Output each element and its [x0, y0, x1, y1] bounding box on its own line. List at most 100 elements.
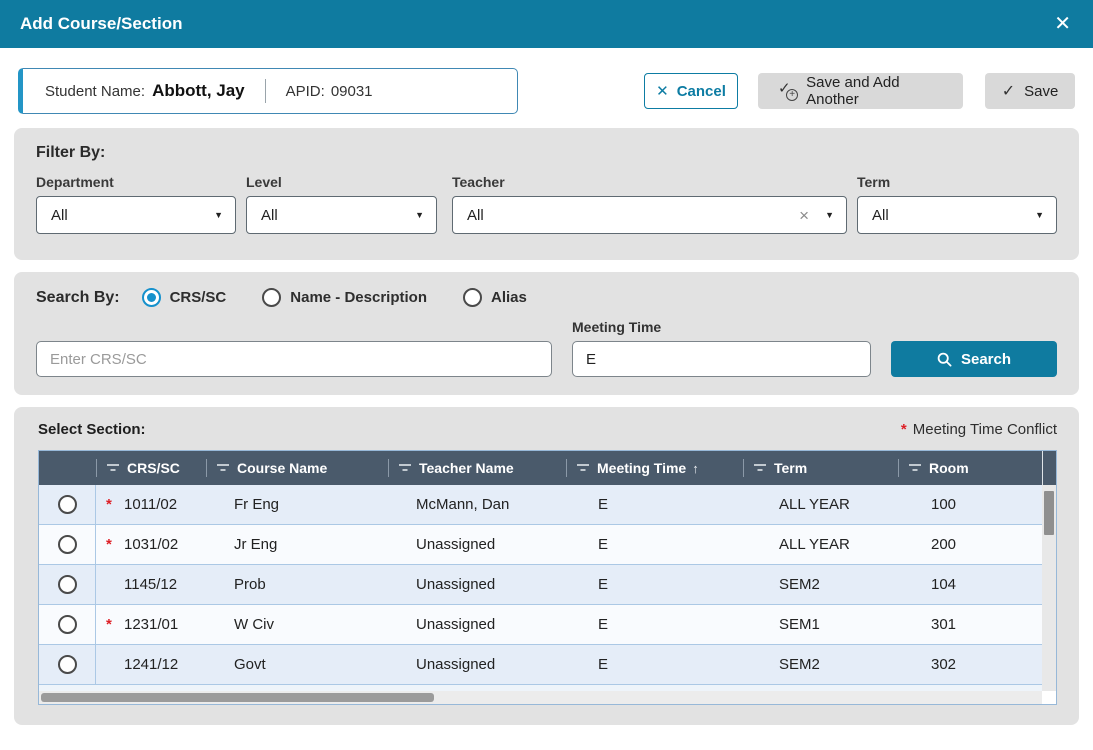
column-header-meeting-time[interactable]: Meeting Time ↑: [566, 451, 743, 485]
term-field: Term All ▼: [857, 174, 1057, 234]
table-row[interactable]: * 1011/02 Fr Eng McMann, Dan E ALL YEAR 1…: [39, 485, 1042, 525]
meeting-time-input[interactable]: [572, 341, 871, 377]
check-plus-icon: ✓ +: [778, 80, 799, 101]
section-table: CRS/SC Course Name Teacher: [38, 450, 1057, 705]
sort-ascending-icon: ↑: [692, 460, 699, 476]
search-panel: Search By: CRS/SC Name - Description Ali…: [14, 272, 1079, 395]
filter-icon: [217, 464, 229, 471]
radio-selected-icon: [141, 288, 161, 307]
column-header-term[interactable]: Term: [743, 451, 898, 485]
term-dropdown[interactable]: All ▼: [857, 196, 1057, 234]
radio-unselected-icon: [462, 288, 482, 307]
column-header-course-name[interactable]: Course Name: [206, 451, 388, 485]
search-icon: [937, 352, 952, 367]
crssc-search-input[interactable]: [36, 341, 552, 377]
check-icon: ✓: [1001, 83, 1016, 100]
partial-row: [39, 685, 1042, 691]
save-button[interactable]: ✓ Save: [985, 73, 1075, 109]
row-select-radio[interactable]: [57, 495, 77, 514]
teacher-label: Teacher: [452, 174, 505, 190]
row-select-radio[interactable]: [57, 655, 77, 674]
department-label: Department: [36, 174, 114, 190]
vertical-scrollbar[interactable]: [1042, 485, 1056, 691]
student-name-value: Abbott, Jay: [152, 81, 245, 100]
chevron-down-icon: ▼: [1035, 210, 1044, 220]
add-course-section-dialog: Add Course/Section ✕ Student Name: Abbot…: [0, 0, 1093, 725]
term-label: Term: [857, 174, 891, 190]
search-by-heading: Search By:: [36, 288, 120, 306]
header-scrollbar-spacer: [1042, 451, 1056, 485]
cancel-x-icon: ✕: [656, 83, 669, 100]
teacher-field: Teacher All × ▼: [452, 174, 847, 234]
filter-fields: Department All ▼ Level All ▼ Teacher All…: [36, 174, 1057, 234]
table-row[interactable]: * 1231/01 W Civ Unassigned E SEM1 301: [39, 605, 1042, 645]
page-title: Add Course/Section: [20, 14, 183, 33]
row-select-radio[interactable]: [57, 575, 77, 594]
search-by-options: CRS/SC Name - Description Alias: [141, 288, 563, 307]
vertical-scrollbar-thumb[interactable]: [1044, 491, 1054, 535]
clear-icon[interactable]: ×: [799, 205, 810, 225]
cancel-button-label: Cancel: [676, 82, 726, 100]
meeting-time-conflict-legend: * Meeting Time Conflict: [900, 421, 1057, 438]
row-select-radio[interactable]: [57, 535, 77, 554]
filter-icon: [909, 464, 921, 471]
search-inputs-row: Meeting Time Search: [36, 319, 1057, 377]
chevron-down-icon: ▼: [825, 210, 834, 220]
top-row: Student Name: Abbott, Jay APID: 09031 ✕ …: [18, 68, 1075, 114]
section-heading-row: Select Section: * Meeting Time Conflict: [38, 421, 1057, 438]
radio-name-description[interactable]: Name - Description: [262, 288, 427, 307]
save-and-add-another-label: Save and Add Another: [806, 74, 900, 108]
department-dropdown[interactable]: All ▼: [36, 196, 236, 234]
filter-icon: [107, 464, 119, 471]
save-button-label: Save: [1024, 82, 1059, 100]
meeting-time-field: Meeting Time: [572, 319, 871, 377]
save-and-add-another-button[interactable]: ✓ + Save and Add Another: [758, 73, 963, 109]
table-header-row: CRS/SC Course Name Teacher: [39, 451, 1056, 485]
filter-icon: [399, 464, 411, 471]
conflict-asterisk-icon: *: [106, 496, 112, 513]
apid-value: 09031: [330, 82, 373, 100]
column-header-crssc[interactable]: CRS/SC: [96, 451, 206, 485]
row-select-radio[interactable]: [57, 615, 77, 634]
filter-icon: [754, 464, 766, 471]
horizontal-scrollbar-row: [39, 691, 1056, 704]
conflict-asterisk-icon: *: [106, 536, 112, 553]
student-name-label: Student Name:: [45, 82, 146, 100]
radio-unselected-icon: [262, 288, 282, 307]
select-section-heading: Select Section:: [38, 421, 146, 438]
table-row[interactable]: 1241/12 Govt Unassigned E SEM2 302: [39, 645, 1042, 685]
apid-label: APID:: [285, 82, 325, 100]
level-label: Level: [246, 174, 282, 190]
column-header-room[interactable]: Room: [898, 451, 1042, 485]
chevron-down-icon: ▼: [214, 210, 223, 220]
table-body: * 1011/02 Fr Eng McMann, Dan E ALL YEAR 1…: [39, 485, 1056, 691]
search-button[interactable]: Search: [891, 341, 1057, 377]
table-row[interactable]: * 1031/02 Jr Eng Unassigned E ALL YEAR 20…: [39, 525, 1042, 565]
filter-panel: Filter By: Department All ▼ Level All ▼ …: [14, 128, 1079, 260]
teacher-dropdown[interactable]: All × ▼: [452, 196, 847, 234]
cancel-button[interactable]: ✕ Cancel: [644, 73, 738, 109]
conflict-asterisk-icon: *: [900, 421, 907, 438]
student-info-card: Student Name: Abbott, Jay APID: 09031: [18, 68, 518, 114]
department-field: Department All ▼: [36, 174, 236, 234]
filter-by-heading: Filter By:: [36, 144, 106, 161]
action-buttons: ✕ Cancel ✓ + Save and Add Another ✓ Save: [644, 73, 1075, 109]
horizontal-scrollbar-thumb[interactable]: [41, 693, 434, 702]
close-icon[interactable]: ✕: [1054, 13, 1071, 35]
scrollbar-corner: [1042, 691, 1056, 704]
select-section-panel: Select Section: * Meeting Time Conflict C…: [14, 407, 1079, 725]
divider: [264, 79, 266, 103]
conflict-asterisk-icon: *: [106, 616, 112, 633]
radio-alias[interactable]: Alias: [462, 288, 527, 307]
meeting-time-label: Meeting Time: [572, 319, 662, 335]
radio-column-header: [39, 451, 96, 485]
chevron-down-icon: ▼: [415, 210, 424, 220]
level-field: Level All ▼: [246, 174, 437, 234]
dialog-titlebar: Add Course/Section ✕: [0, 0, 1093, 48]
radio-crssc[interactable]: CRS/SC: [141, 288, 226, 307]
horizontal-scrollbar[interactable]: [39, 691, 1042, 704]
search-by-row: Search By: CRS/SC Name - Description Ali…: [36, 288, 1057, 307]
table-row[interactable]: 1145/12 Prob Unassigned E SEM2 104: [39, 565, 1042, 605]
column-header-teacher-name[interactable]: Teacher Name: [388, 451, 566, 485]
level-dropdown[interactable]: All ▼: [246, 196, 437, 234]
